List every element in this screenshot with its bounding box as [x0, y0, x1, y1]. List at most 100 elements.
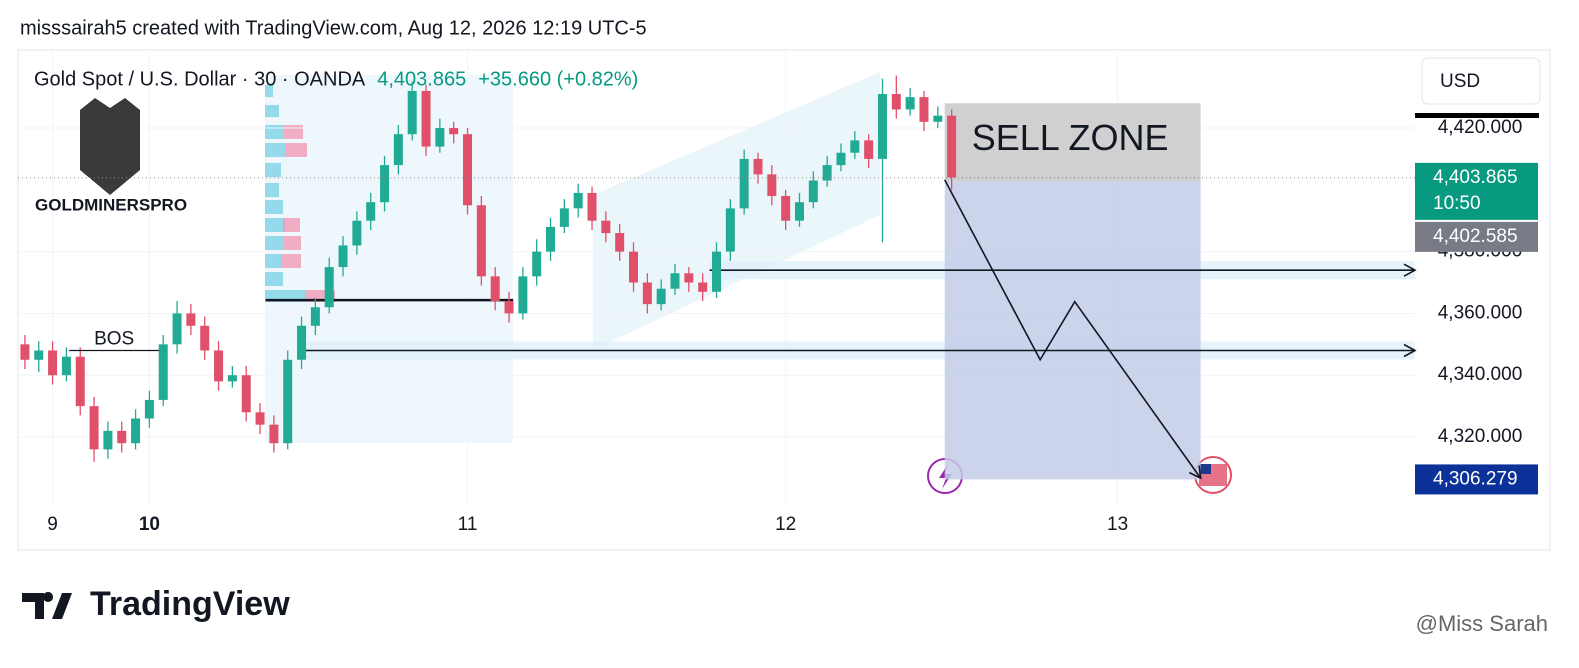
candle-body [753, 158, 763, 175]
candle-body [767, 174, 777, 196]
candle-body [269, 424, 279, 444]
candle-body [421, 90, 431, 147]
candle-body [808, 180, 818, 203]
candle-body [601, 220, 611, 234]
y-tick-label: 4,360.000 [1438, 302, 1523, 323]
candle-body [615, 233, 625, 252]
candle-body [725, 208, 735, 252]
candle-body [89, 406, 99, 450]
price-label: 4,402.585 [1433, 226, 1518, 247]
candle-body [186, 313, 196, 326]
watermark: @Miss Sarah [1416, 611, 1548, 636]
candle-body [476, 205, 486, 277]
candle-body [739, 158, 749, 209]
candle-body [573, 192, 583, 209]
candle-body [947, 115, 957, 178]
candle-body [629, 251, 639, 283]
candle-body [255, 412, 265, 425]
candle-body [407, 90, 417, 135]
frame [17, 49, 1551, 551]
candle-body [241, 375, 251, 413]
candle-body [200, 325, 210, 351]
y-tick-label: 4,320.000 [1438, 426, 1523, 447]
candle-body [919, 97, 929, 122]
channel [593, 72, 880, 350]
price-label-box [1415, 464, 1538, 495]
candle-body [822, 165, 832, 181]
candle-body [559, 208, 569, 227]
candle-body [642, 282, 652, 305]
candle-body [393, 134, 403, 166]
price-label-box [1415, 162, 1538, 220]
candle-body [310, 307, 320, 326]
candle-body [891, 94, 901, 110]
candle-body [877, 94, 887, 159]
candle-body [850, 140, 860, 153]
candle-body [380, 165, 390, 203]
candle-body [297, 325, 307, 360]
candle-body [836, 152, 846, 166]
candle-body [283, 359, 293, 444]
candle-body [490, 276, 500, 302]
candle-body [144, 399, 154, 419]
candle-body [366, 202, 376, 221]
price-label: 4,306.279 [1433, 468, 1518, 489]
candle-body [324, 267, 334, 308]
y-tick-label: 4,420.000 [1438, 117, 1523, 138]
x-tick-label: 13 [1107, 514, 1128, 535]
candle-body [463, 134, 473, 206]
candle-body [61, 356, 71, 376]
candle-body [794, 202, 804, 221]
last-price: 4,403.865 [377, 68, 466, 90]
currency[interactable]: USD [1440, 71, 1480, 92]
candle-body [504, 301, 514, 314]
candle-body [214, 350, 224, 382]
price-label-box [1415, 221, 1538, 252]
candle-body [587, 192, 597, 221]
candle-body [435, 128, 445, 147]
candle-body [712, 251, 721, 292]
header: misssairah5 created with TradingView.com… [20, 17, 647, 39]
candle-body [781, 195, 791, 221]
candle-body [546, 226, 556, 252]
zone-label: SELL ZONE [972, 117, 1169, 158]
candle-body [449, 128, 459, 135]
price-label-time: 10:50 [1433, 193, 1481, 214]
candle-body [352, 220, 362, 246]
annotation: BOS [94, 329, 134, 350]
axis-marker [1415, 113, 1539, 118]
candle-body [75, 356, 85, 407]
footer: TradingView [90, 585, 290, 623]
candle-body [131, 418, 141, 444]
currency-button[interactable] [1421, 57, 1541, 105]
change: +35.660 (+0.82%) [478, 68, 638, 90]
candle-body [670, 273, 680, 289]
y-tick-label: 4,340.000 [1438, 364, 1523, 385]
x-tick-label: 9 [47, 514, 58, 535]
candle-body [338, 245, 348, 268]
x-tick-label: 12 [775, 514, 796, 535]
logo: GOLDMINERSPRO [35, 98, 187, 214]
candle-body [48, 350, 58, 376]
candle-body [117, 430, 127, 444]
flag-canton [1199, 464, 1211, 474]
candle-body [656, 288, 666, 305]
candle-body [532, 251, 542, 277]
projection-path [944, 179, 1202, 480]
candle-body [20, 344, 30, 360]
candle-body [905, 97, 915, 110]
candle-body [227, 375, 237, 382]
x-tick-label: 10 [139, 514, 160, 535]
x-tick-label: 11 [458, 514, 478, 535]
candle-body [864, 140, 874, 159]
candle-body [518, 276, 528, 314]
candle-body [103, 430, 113, 450]
candle-body [698, 282, 708, 292]
candle-body [933, 115, 943, 122]
price-label: 4,403.865 [1433, 167, 1518, 188]
logo-icon [80, 98, 140, 195]
zone [944, 181, 1201, 480]
candle-body [158, 344, 168, 400]
